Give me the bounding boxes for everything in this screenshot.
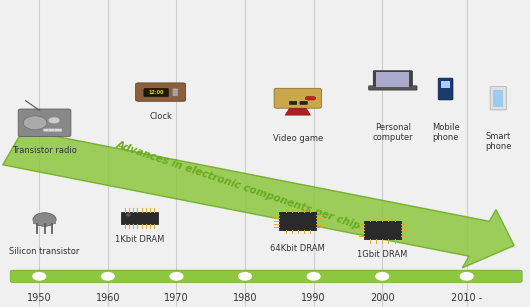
Polygon shape [3,130,514,268]
Circle shape [126,213,131,216]
Text: Personal
computer: Personal computer [373,123,413,142]
Circle shape [33,273,46,280]
Circle shape [310,96,316,100]
FancyBboxPatch shape [373,71,412,89]
Circle shape [307,273,320,280]
Text: Mobile
phone: Mobile phone [432,123,460,142]
Circle shape [376,273,388,280]
FancyBboxPatch shape [136,83,186,101]
Circle shape [170,273,183,280]
FancyBboxPatch shape [173,91,178,94]
Text: 2000: 2000 [370,293,394,303]
FancyBboxPatch shape [173,93,178,96]
FancyBboxPatch shape [49,129,56,132]
FancyBboxPatch shape [441,81,450,88]
FancyBboxPatch shape [121,212,158,224]
Text: 1960: 1960 [95,293,120,303]
Circle shape [33,213,56,226]
FancyBboxPatch shape [493,90,503,107]
Text: Advances in electronic components per chip: Advances in electronic components per ch… [115,140,363,231]
FancyBboxPatch shape [364,221,401,239]
Text: Video game: Video game [273,134,323,143]
Circle shape [461,273,473,280]
Circle shape [305,96,312,100]
Polygon shape [285,108,311,115]
Text: Smart
phone: Smart phone [485,132,511,151]
Text: 1970: 1970 [164,293,189,303]
FancyBboxPatch shape [43,129,50,132]
FancyBboxPatch shape [289,101,297,104]
Text: 2010 -: 2010 - [451,293,482,303]
Text: 1Kbit DRAM: 1Kbit DRAM [115,235,164,244]
Circle shape [23,116,47,130]
Text: 64Kbit DRAM: 64Kbit DRAM [270,244,325,253]
FancyBboxPatch shape [279,212,316,230]
FancyBboxPatch shape [300,101,307,104]
FancyBboxPatch shape [173,89,178,91]
Text: Silicon transistor: Silicon transistor [10,247,80,256]
Text: 12:00: 12:00 [148,90,164,95]
FancyBboxPatch shape [55,129,62,132]
Text: 1990: 1990 [302,293,326,303]
FancyBboxPatch shape [376,72,409,87]
Circle shape [102,273,114,280]
Text: 1980: 1980 [233,293,257,303]
Text: Transistor radio: Transistor radio [12,146,77,155]
FancyBboxPatch shape [438,78,453,100]
Circle shape [238,273,251,280]
FancyBboxPatch shape [10,270,522,282]
FancyBboxPatch shape [33,220,56,224]
Text: 1Gbit DRAM: 1Gbit DRAM [357,250,408,259]
FancyBboxPatch shape [274,88,322,108]
FancyBboxPatch shape [18,109,71,137]
Circle shape [48,117,60,124]
Text: Clock: Clock [149,112,172,121]
Text: 1950: 1950 [27,293,51,303]
FancyBboxPatch shape [490,87,507,110]
FancyBboxPatch shape [368,86,417,90]
FancyBboxPatch shape [144,88,169,97]
